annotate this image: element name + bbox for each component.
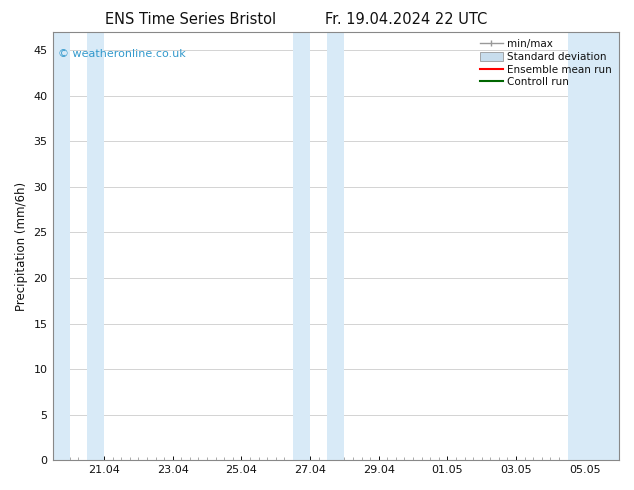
Bar — [53, 32, 70, 460]
Bar — [87, 32, 104, 460]
Bar — [327, 32, 344, 460]
Text: Fr. 19.04.2024 22 UTC: Fr. 19.04.2024 22 UTC — [325, 12, 487, 27]
Legend: min/max, Standard deviation, Ensemble mean run, Controll run: min/max, Standard deviation, Ensemble me… — [478, 37, 614, 89]
Text: ENS Time Series Bristol: ENS Time Series Bristol — [105, 12, 276, 27]
Bar — [567, 32, 619, 460]
Text: © weatheronline.co.uk: © weatheronline.co.uk — [58, 49, 186, 59]
Bar — [293, 32, 310, 460]
Y-axis label: Precipitation (mm/6h): Precipitation (mm/6h) — [15, 182, 28, 311]
